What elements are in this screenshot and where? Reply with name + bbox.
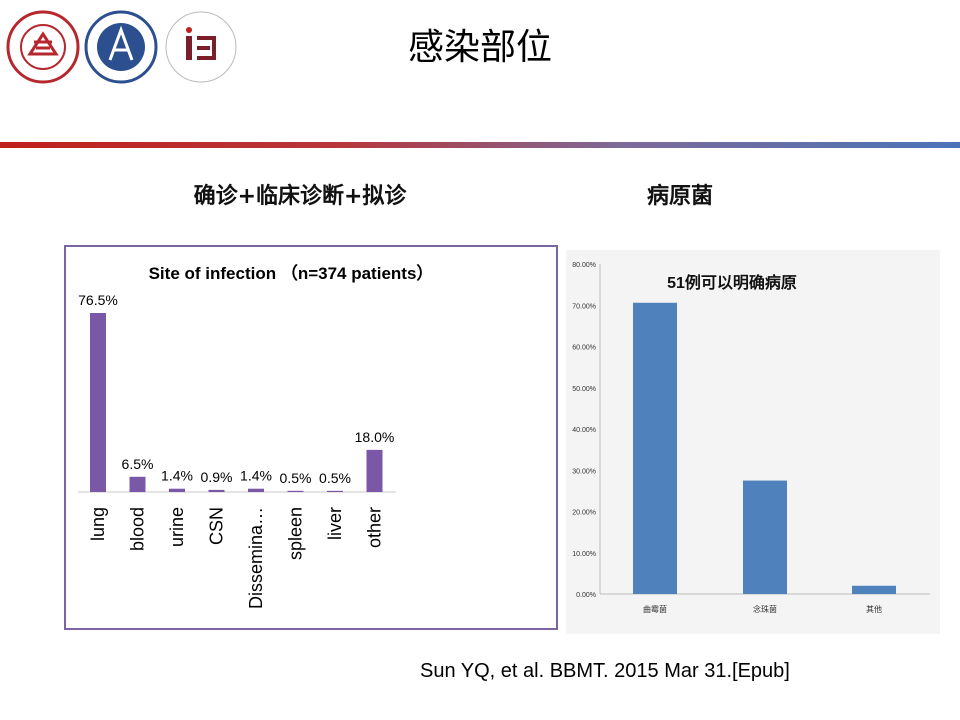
category-label-1: 念珠菌 [753,604,777,614]
data-label-3: 0.9% [201,469,233,485]
bar-1 [129,476,146,492]
y-tick-2: 20.00% [572,510,596,517]
bar-0 [90,312,106,492]
bar-3 [208,489,225,492]
y-tick-8: 80.00% [572,262,596,269]
left-subtitle: 确诊+临床诊断+拟诊 [193,184,407,209]
pathogen-chart-frame: 51例可以明确病原 0.00% 10.00% 20.00% 30.00% 40.00% 5… [566,250,940,634]
y-tick-5: 50.00% [572,386,596,393]
bar-1 [743,480,787,594]
peking-university-logo [6,10,80,84]
y-tick-6: 60.00% [572,345,596,352]
bar-2 [169,488,185,492]
data-label-4: 1.4% [240,468,272,484]
bar-0 [633,302,677,594]
institute-of-hematology-logo [165,11,237,83]
data-label-0: 76.5% [78,292,118,308]
pathogen-chart: 51例可以明确病原 0.00% 10.00% 20.00% 30.00% 40.00% 5… [572,262,930,614]
category-label-7: other [365,507,385,548]
citation: Sun YQ, et al. BBMT. 2015 Mar 31.[Epub] [420,660,790,682]
category-label-1: blood [128,507,148,551]
bars [633,302,896,594]
y-tick-3: 30.00% [572,468,596,475]
peking-university-peoples-hospital-logo [84,10,158,84]
y-tick-labels: 0.00% 10.00% 20.00% 30.00% 40.00% 50.00% 60.00… [572,262,596,599]
data-labels: 76.5% 6.5% 1.4% 0.9% 1.4% 0.5% 0.5% 18.0% [78,292,394,486]
category-label-2: urine [167,507,187,547]
data-label-1: 6.5% [122,456,154,472]
y-tick-0: 0.00% [576,592,596,599]
site-of-infection-chart-frame: Site of infection （n=374 patients） 76.5%… [64,245,558,630]
y-tick-7: 70.00% [572,303,596,310]
bar-5 [287,490,304,492]
category-label-2: 其他 [866,604,882,614]
category-label-0: lung [88,507,108,541]
category-label-0: 曲霉菌 [643,604,667,614]
data-label-5: 0.5% [280,470,312,486]
category-label-3: CSN [207,507,227,545]
bar-6 [327,490,343,492]
right-subtitle: 病原菌 [646,184,713,209]
y-tick-1: 10.00% [572,551,596,558]
y-tick-4: 40.00% [572,427,596,434]
bar-2 [852,585,896,594]
data-label-7: 18.0% [355,429,395,445]
site-of-infection-chart: Site of infection （n=374 patients） 76.5%… [78,263,434,609]
slide-title: 感染部位 [407,27,552,68]
data-label-2: 1.4% [161,468,193,484]
category-label-6: liver [325,507,345,540]
category-label-5: spleen [286,507,306,560]
header-divider [0,142,960,148]
category-labels: 曲霉菌 念珠菌 其他 [643,604,882,614]
chart-title: Site of infection （n=374 patients） [149,263,434,283]
bar-7 [366,449,383,492]
chart-title: 51例可以明确病原 [667,273,797,292]
category-label-4: Dissemina… [246,507,266,609]
data-label-6: 0.5% [319,470,351,486]
bars [90,312,383,492]
category-labels: lung blood urine CSN Dissemina… spleen liver ot… [88,507,385,609]
bar-4 [248,488,264,492]
